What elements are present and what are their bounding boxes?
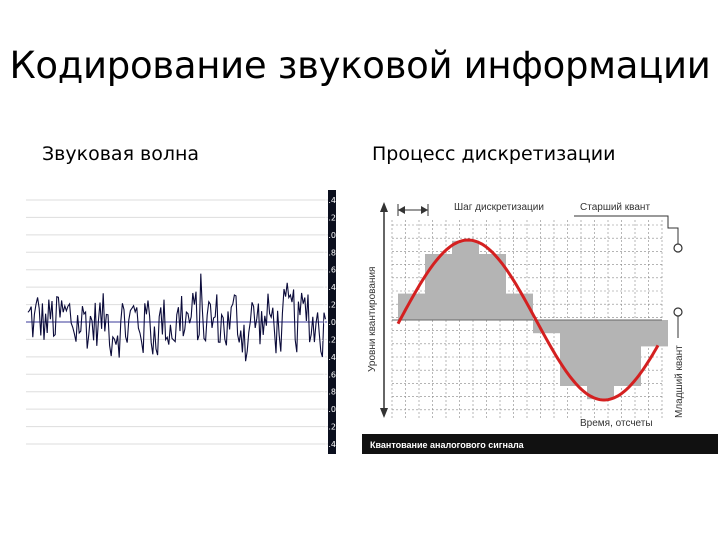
amplitude-tick-label: 1.0 [323, 231, 336, 240]
amplitude-tick-label: -1.4 [320, 440, 336, 449]
arrow-down-icon [380, 408, 388, 418]
amplitude-tick-label: -1.0 [320, 405, 336, 414]
time-samples-label: Время, отсчеты [580, 418, 653, 429]
step-arrow-right-icon [421, 206, 428, 214]
waveform-trace [27, 273, 327, 362]
amplitude-tick-label: -0.6 [320, 370, 336, 379]
analog-signal-curve [396, 238, 660, 402]
quantized-sample-bar [560, 320, 587, 386]
amplitude-tick-label: -0.4 [320, 353, 336, 362]
figure-caption: Квантование аналогового сигнала [370, 440, 525, 450]
amplitude-tick-label: 1.2 [323, 213, 336, 222]
sampling-step-label: Шаг дискретизации [454, 202, 544, 213]
minor-quantum-marker [673, 307, 683, 317]
amplitude-tick-label: -0.2 [320, 335, 336, 344]
sound-wave-figure: 1.4 1.2 1.0 0.8 0.6 0.4 0.2 0.0 -0.2 -0.4 -0.6 -0.8… [26, 190, 336, 454]
quantized-sample-bar [587, 320, 614, 400]
quantized-sample-bar [614, 320, 641, 386]
quant-levels-label: Уровни квантирования [367, 267, 378, 372]
minor-quantum-label: Младший квант [674, 345, 685, 418]
major-quantum-leader [574, 215, 679, 246]
step-arrow-left-icon [398, 206, 405, 214]
sampling-process-label: Процесс дискретизации [372, 143, 616, 165]
slide-title: Кодирование звуковой информации [9, 44, 711, 87]
quantized-sample-bar [452, 240, 479, 320]
quantized-sample-bar [641, 320, 668, 347]
caption-bar [362, 434, 718, 454]
amplitude-tick-label: -1.2 [320, 423, 336, 432]
waveform-grid [26, 199, 328, 445]
amplitude-tick-label: 0.2 [323, 301, 336, 310]
arrow-up-icon [380, 202, 388, 212]
amplitude-tick-label: 0.0 [323, 318, 336, 327]
amplitude-ticks: 1.4 1.2 1.0 0.8 0.6 0.4 0.2 0.0 -0.2 -0.4 -0.6 -0.8… [320, 196, 336, 449]
major-quantum-marker [673, 243, 683, 253]
amplitude-tick-label: 0.6 [323, 266, 336, 275]
quantization-figure: Уровни квантирования Шаг дискретизации С… [362, 190, 718, 454]
amplitude-tick-label: 0.4 [323, 283, 336, 292]
amplitude-tick-label: 1.4 [323, 196, 336, 205]
sound-wave-label: Звуковая волна [42, 143, 200, 165]
major-quantum-label: Старший квант [580, 202, 650, 213]
amplitude-tick-label: -0.8 [320, 388, 336, 397]
quantization-bars [398, 240, 668, 400]
quantized-sample-bar [425, 254, 452, 320]
amplitude-tick-label: 0.8 [323, 248, 336, 257]
amplitude-scale [328, 190, 336, 454]
